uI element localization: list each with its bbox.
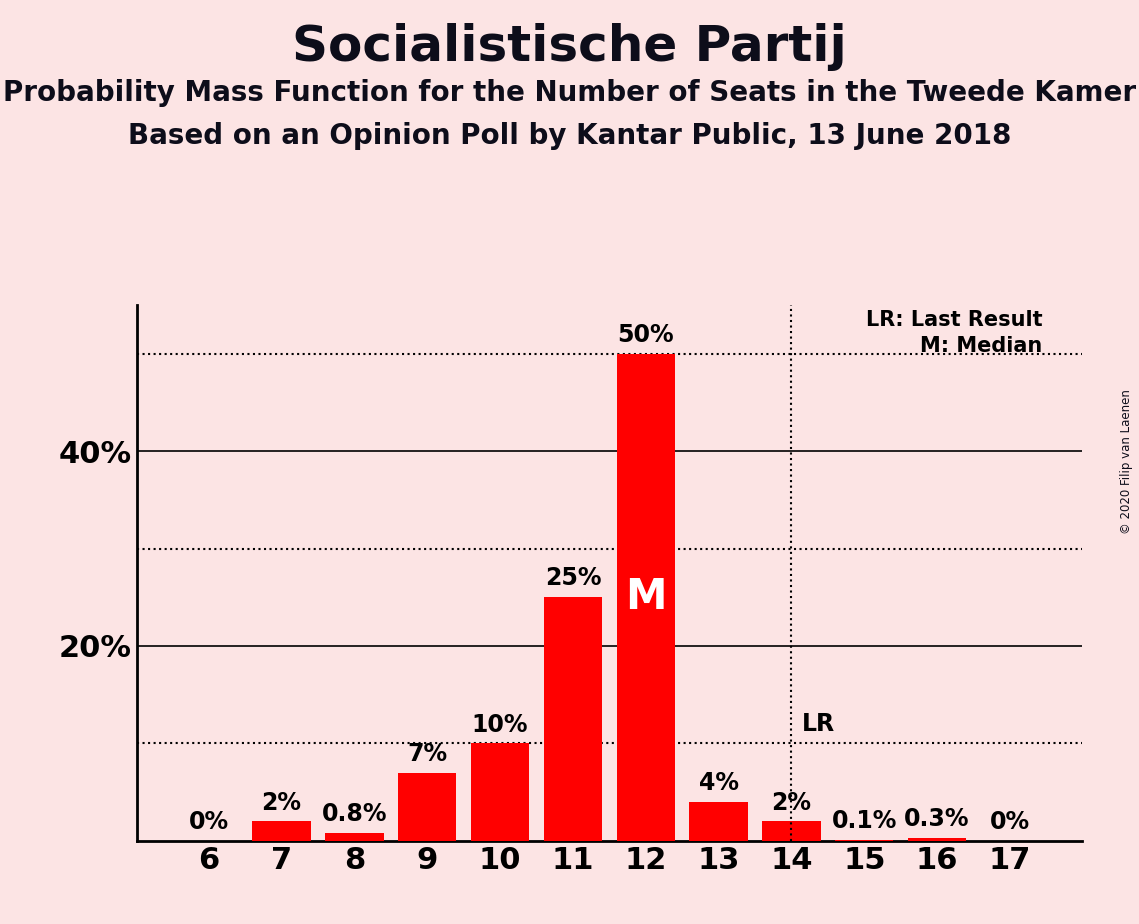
Text: Probability Mass Function for the Number of Seats in the Tweede Kamer: Probability Mass Function for the Number…	[3, 79, 1136, 106]
Bar	[762, 821, 820, 841]
Text: 10%: 10%	[472, 712, 528, 736]
Text: 50%: 50%	[617, 322, 674, 346]
Text: 4%: 4%	[698, 771, 738, 795]
Text: 0%: 0%	[990, 810, 1030, 834]
Text: Based on an Opinion Poll by Kantar Public, 13 June 2018: Based on an Opinion Poll by Kantar Publi…	[128, 122, 1011, 150]
Bar	[908, 838, 966, 841]
Text: 0.8%: 0.8%	[321, 802, 387, 826]
Text: 25%: 25%	[544, 566, 601, 590]
Text: 0%: 0%	[189, 810, 229, 834]
Text: Socialistische Partij: Socialistische Partij	[292, 23, 847, 71]
Bar	[689, 802, 747, 841]
Bar	[616, 354, 675, 841]
Bar	[835, 840, 893, 841]
Text: M: Median: M: Median	[920, 336, 1042, 356]
Text: 2%: 2%	[262, 791, 302, 815]
Text: © 2020 Filip van Laenen: © 2020 Filip van Laenen	[1121, 390, 1133, 534]
Text: 7%: 7%	[408, 742, 448, 766]
Text: 0.1%: 0.1%	[831, 809, 898, 833]
Text: LR: Last Result: LR: Last Result	[866, 310, 1042, 330]
Text: 0.3%: 0.3%	[904, 807, 970, 831]
Text: 2%: 2%	[771, 791, 811, 815]
Bar	[399, 772, 457, 841]
Text: LR: LR	[802, 711, 836, 736]
Bar	[543, 597, 603, 841]
Text: M: M	[625, 577, 666, 618]
Bar	[326, 833, 384, 841]
Bar	[253, 821, 311, 841]
Bar	[472, 744, 530, 841]
